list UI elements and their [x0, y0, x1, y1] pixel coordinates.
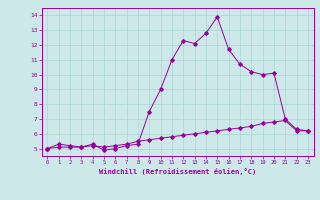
X-axis label: Windchill (Refroidissement éolien,°C): Windchill (Refroidissement éolien,°C): [99, 168, 256, 175]
